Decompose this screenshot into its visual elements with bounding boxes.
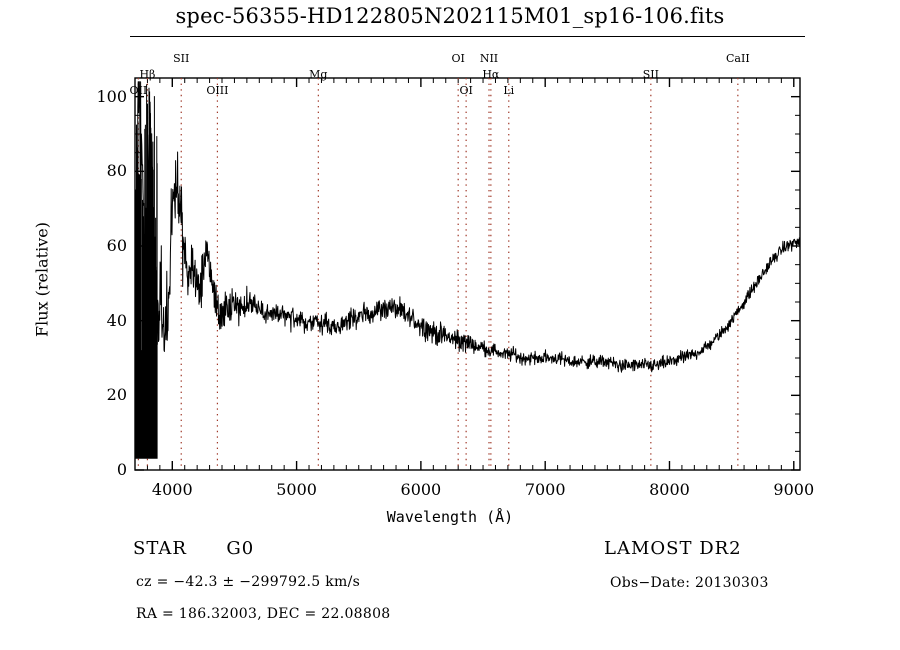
spectral-line-label-hβ: Hβ	[139, 68, 156, 81]
y-axis-title: Flux (relative)	[32, 222, 52, 337]
spectral-line-label-nii: NII	[479, 52, 499, 65]
x-tick-7000: 7000	[524, 480, 566, 499]
object-type-value: STAR	[133, 538, 187, 559]
obs-date-line: Obs−Date: 20130303	[610, 575, 769, 591]
y-tick-0: 0	[116, 460, 127, 479]
spectral-line-label-caii: CaII	[726, 52, 750, 65]
y-tick-60: 60	[106, 236, 127, 255]
survey-label: LAMOST DR2	[604, 538, 742, 559]
x-tick-9000: 9000	[773, 480, 815, 499]
spectral-line-label-oi: OI	[459, 84, 473, 97]
y-tick-80: 80	[106, 161, 127, 181]
y-tick-40: 40	[106, 310, 127, 330]
x-tick-6000: 6000	[400, 480, 442, 499]
y-tick-20: 20	[106, 385, 127, 405]
spectral-line-label-oii: OII	[129, 84, 148, 97]
spectral-line-label-sii: SII	[642, 68, 659, 81]
object-type-label: STAR G0	[133, 538, 254, 559]
spectral-line-label-oi: OI	[451, 52, 465, 65]
x-tick-8000: 8000	[649, 480, 690, 499]
y-tick-100: 100	[96, 86, 127, 106]
x-axis-title: Wavelength (Å)	[386, 508, 514, 526]
title-underline	[130, 36, 805, 37]
spectral-class-value: G0	[226, 538, 255, 559]
page-title: spec-56355-HD122805N202115M01_sp16-106.f…	[175, 4, 725, 28]
x-tick-5000: 5000	[276, 480, 317, 499]
spectral-line-label-hα: Hα	[482, 68, 500, 81]
spectral-line-label-mg: Mg	[309, 68, 328, 81]
spectral-line-label-sii: SII	[173, 52, 190, 65]
coordinates-line: RA = 186.32003, DEC = 22.08808	[136, 606, 391, 622]
spectral-line-label-li: Li	[503, 84, 515, 97]
redshift-velocity-line: cz = −42.3 ± −299792.5 km/s	[136, 574, 361, 590]
spectral-line-label-oiii: OIII	[206, 84, 229, 97]
x-tick-4000: 4000	[151, 480, 193, 499]
